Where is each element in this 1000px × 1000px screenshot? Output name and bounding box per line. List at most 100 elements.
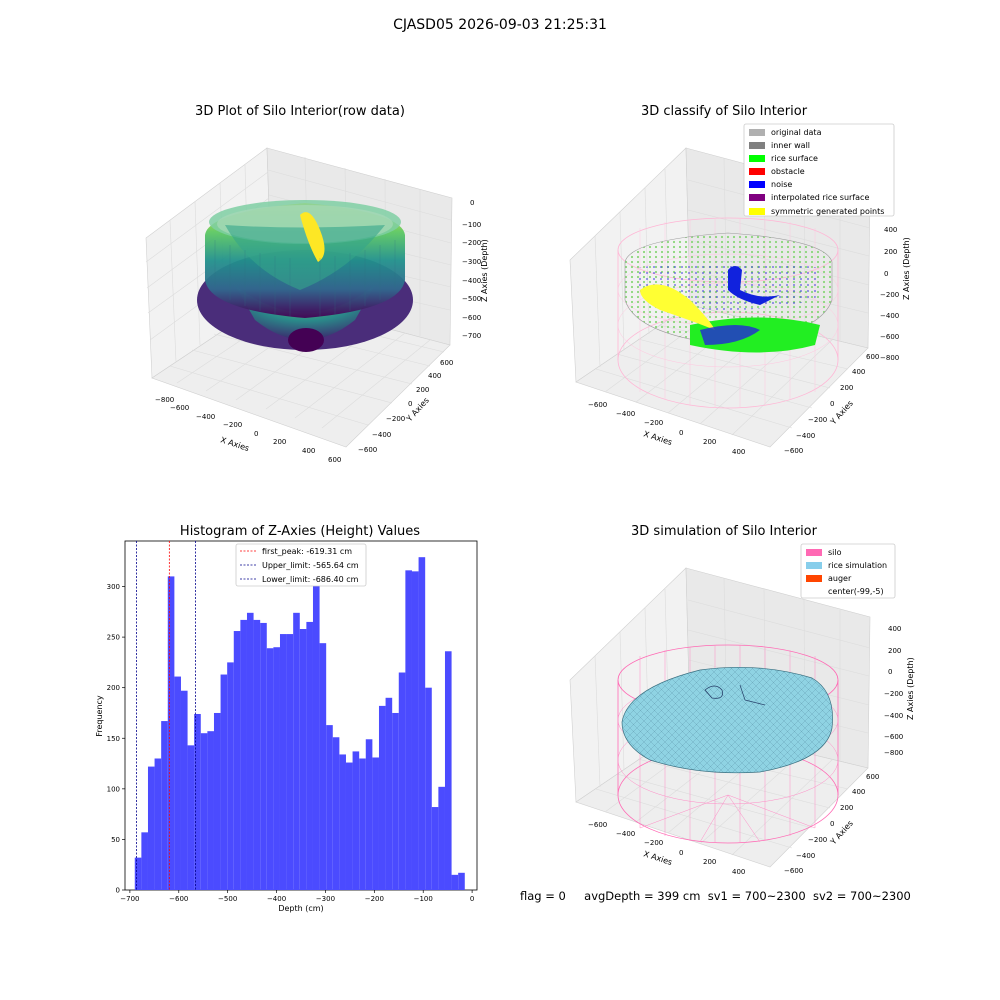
classify-silo-pointcloud — [617, 217, 839, 409]
legend-swatch — [749, 207, 765, 215]
histogram-bar — [286, 634, 294, 890]
histogram-bar — [240, 619, 247, 890]
svg-text:−600: −600 — [462, 314, 481, 322]
svg-text:−600: −600 — [170, 404, 189, 412]
y-tick-label: 150 — [107, 735, 120, 743]
histogram-bar — [392, 712, 399, 890]
histogram-bar — [253, 619, 261, 890]
legend-entry-original-data: original data — [749, 126, 884, 139]
legend-swatch — [749, 155, 765, 163]
histogram-bar — [233, 631, 241, 890]
histogram-y-axis-label: Frequency — [95, 695, 104, 737]
legend-swatch — [806, 562, 822, 569]
raw-z-axis-label: Z Axies (Depth) — [480, 239, 489, 302]
histogram-bar — [141, 832, 148, 890]
legend-swatch — [749, 142, 765, 150]
svg-text:0: 0 — [884, 270, 888, 278]
svg-text:200: 200 — [273, 438, 286, 446]
svg-text:−200: −200 — [644, 839, 663, 847]
svg-text:−600: −600 — [880, 333, 899, 341]
svg-text:0: 0 — [830, 400, 834, 408]
y-tick-label: 200 — [107, 684, 120, 692]
svg-text:400: 400 — [852, 788, 865, 796]
svg-text:200: 200 — [840, 384, 853, 392]
raw-plot-title: 3D Plot of Silo Interior(row data) — [195, 104, 405, 119]
histogram-bar — [306, 621, 313, 890]
histogram-bar — [180, 690, 188, 890]
svg-text:−400: −400 — [796, 852, 815, 860]
histogram-bar — [398, 672, 406, 890]
legend-entry-silo: silo — [806, 546, 887, 559]
svg-text:−600: −600 — [588, 821, 607, 829]
classify-legend — [743, 123, 895, 217]
x-tick-label: −500 — [218, 895, 237, 903]
x-tick-label: −300 — [316, 895, 335, 903]
svg-text:0: 0 — [470, 199, 474, 207]
histogram-bar — [266, 648, 274, 890]
histogram-bar — [246, 612, 254, 890]
svg-text:400: 400 — [884, 226, 897, 234]
histogram-legend: first_peak: -619.31 cm Upper_limit: -565… — [235, 543, 367, 587]
histogram-bar — [154, 758, 162, 890]
legend-swatch — [806, 549, 822, 556]
svg-text:200: 200 — [703, 858, 716, 866]
svg-text:−100: −100 — [462, 221, 481, 229]
raw-silo-pointcloud — [197, 200, 413, 352]
histogram-bar — [405, 570, 412, 890]
histogram-bar — [174, 676, 181, 890]
sv1-text: sv1 = 700~2300 — [707, 889, 806, 903]
legend-entry-symmetric: symmetric generated points — [749, 205, 884, 218]
svg-text:0: 0 — [888, 668, 892, 676]
svg-text:−400: −400 — [196, 413, 215, 421]
svg-text:−200: −200 — [808, 416, 827, 424]
svg-text:−200: −200 — [386, 415, 405, 423]
histogram-bar — [451, 874, 459, 890]
svg-text:0: 0 — [679, 429, 683, 437]
legend-entry-interpolated: interpolated rice surface — [749, 191, 884, 204]
histogram-bar — [299, 629, 307, 890]
x-tick-label: −100 — [414, 895, 433, 903]
svg-text:−400: −400 — [884, 712, 903, 720]
svg-text:−800: −800 — [880, 354, 899, 362]
svg-text:0: 0 — [830, 820, 834, 828]
legend-swatch — [806, 588, 822, 595]
svg-text:200: 200 — [703, 438, 716, 446]
histogram-bar — [345, 762, 353, 890]
legend-swatch — [749, 168, 765, 176]
histogram-bar — [260, 622, 267, 890]
avg-depth-text: avgDepth = 399 cm — [584, 889, 701, 903]
legend-entry-obstacle: obstacle — [749, 165, 884, 178]
histogram-bar — [194, 713, 201, 890]
svg-text:−400: −400 — [880, 312, 899, 320]
svg-text:600: 600 — [328, 456, 341, 464]
legend-entry-rice-simulation: rice simulation — [806, 559, 887, 572]
histogram-bar — [326, 725, 333, 890]
svg-text:−400: −400 — [372, 431, 391, 439]
histogram-bar — [167, 576, 175, 890]
histogram-bar — [273, 647, 280, 890]
y-tick-label: 250 — [107, 634, 120, 642]
histogram-bar — [438, 786, 445, 890]
svg-text:−300: −300 — [462, 258, 481, 266]
raw-x-axis-label: X Axies — [219, 435, 250, 453]
legend-entry-center: center(-99,-5) — [806, 585, 887, 598]
legend-swatch — [806, 575, 822, 582]
histogram-bar — [213, 712, 221, 890]
svg-text:200: 200 — [416, 386, 429, 394]
legend-entry-rice-surface: rice surface — [749, 152, 884, 165]
svg-text:−500: −500 — [462, 295, 481, 303]
x-tick-label: −400 — [267, 895, 286, 903]
histogram-bar — [431, 807, 439, 890]
histogram-bar — [187, 745, 195, 890]
histogram-bar — [207, 731, 214, 890]
legend-swatch — [749, 181, 765, 189]
histogram-bar — [220, 674, 228, 890]
legend-lower-limit: Lower_limit: -686.40 cm — [262, 575, 359, 584]
histogram-bar — [134, 857, 142, 890]
classify-x-axis-label: X Axies — [642, 429, 673, 447]
status-line: flag = 0 avgDepth = 399 cm sv1 = 700~230… — [520, 889, 911, 903]
histogram-bar — [372, 757, 379, 890]
histogram-bar — [279, 634, 287, 890]
y-tick-label: 50 — [111, 836, 120, 844]
histogram-bar — [352, 751, 360, 890]
